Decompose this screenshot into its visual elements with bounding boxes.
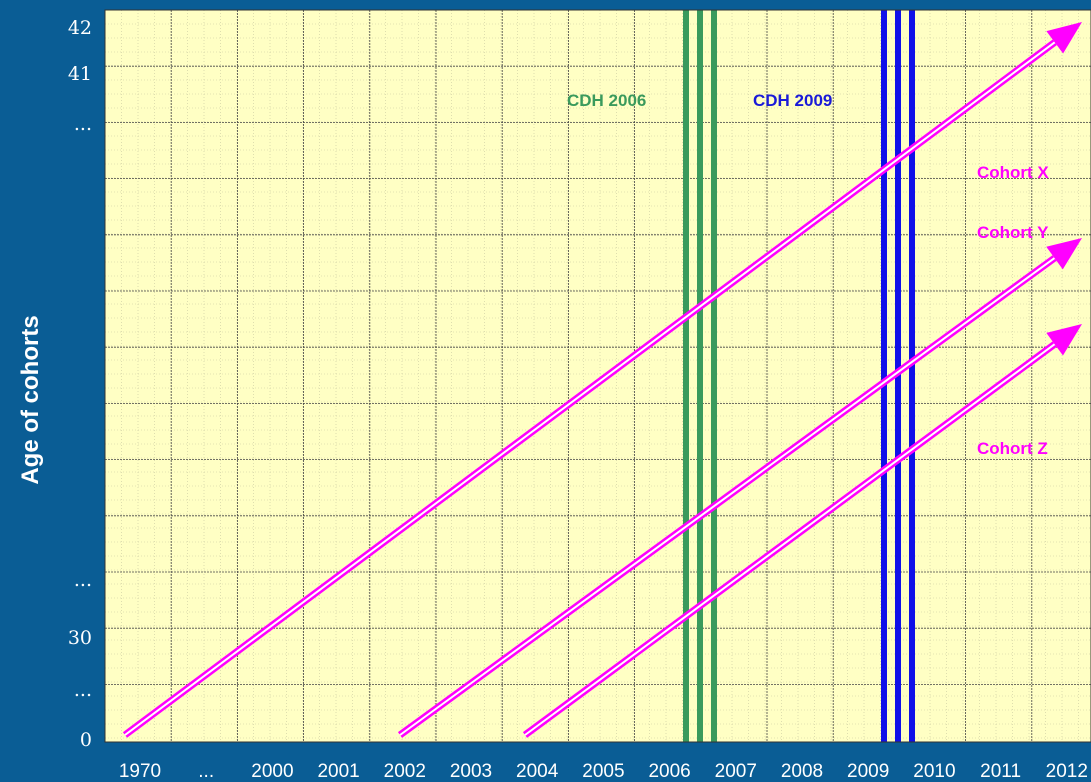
x-tick-label: 2008 bbox=[781, 761, 823, 782]
cohort-label: Cohort Z bbox=[977, 439, 1048, 458]
x-tick-label: 2011 bbox=[980, 761, 1021, 782]
cohort-label: Cohort Y bbox=[977, 223, 1049, 242]
x-tick-label: 2001 bbox=[317, 761, 359, 782]
x-tick-label: 2005 bbox=[582, 761, 624, 782]
y-tick-label: 30 bbox=[68, 627, 92, 649]
plot-border bbox=[104, 9, 1091, 743]
y-tick-label: ... bbox=[74, 569, 92, 591]
x-tick-label: 2002 bbox=[384, 761, 426, 782]
y-tick-label: 42 bbox=[68, 17, 92, 39]
x-tick-label: 1970 bbox=[119, 761, 161, 782]
cdh-2006-line bbox=[683, 10, 689, 742]
arrow-head bbox=[1046, 22, 1082, 54]
x-tick-label: 2010 bbox=[913, 761, 955, 782]
x-tick-label: 2000 bbox=[251, 761, 293, 782]
y-tick-label: ... bbox=[74, 113, 92, 135]
x-tick-label: 2003 bbox=[450, 761, 492, 782]
cohort-arrow-inner bbox=[124, 41, 1056, 736]
plot-area bbox=[105, 10, 1091, 742]
cdh-2006-line bbox=[711, 10, 717, 742]
y-axis-title: Age of cohorts bbox=[17, 315, 44, 484]
cdh-2006-line bbox=[697, 10, 703, 742]
arrow-head bbox=[1046, 238, 1082, 270]
cdh-2009-line bbox=[909, 10, 915, 742]
cohort-arrow-inner bbox=[524, 343, 1056, 736]
marks bbox=[122, 10, 1082, 742]
x-tick-label: 2009 bbox=[847, 761, 889, 782]
arrow-head bbox=[1046, 324, 1082, 356]
y-tick-label: ... bbox=[74, 679, 92, 701]
y-tick-label: 0 bbox=[80, 729, 92, 751]
x-tick-label: 2004 bbox=[516, 761, 559, 782]
marker-label: CDH 2009 bbox=[753, 91, 832, 110]
x-tick-label: 2006 bbox=[648, 761, 690, 782]
marker-label: CDH 2006 bbox=[567, 91, 646, 110]
cohort-arrow-inner bbox=[399, 257, 1056, 736]
y-tick-label: 41 bbox=[68, 63, 92, 85]
cdh-2009-line bbox=[881, 10, 887, 742]
x-tick-label: 2012 bbox=[1046, 761, 1088, 782]
x-tick-label: ... bbox=[198, 761, 214, 782]
x-tick-label: 2007 bbox=[715, 761, 757, 782]
cohort-label: Cohort X bbox=[977, 163, 1049, 182]
